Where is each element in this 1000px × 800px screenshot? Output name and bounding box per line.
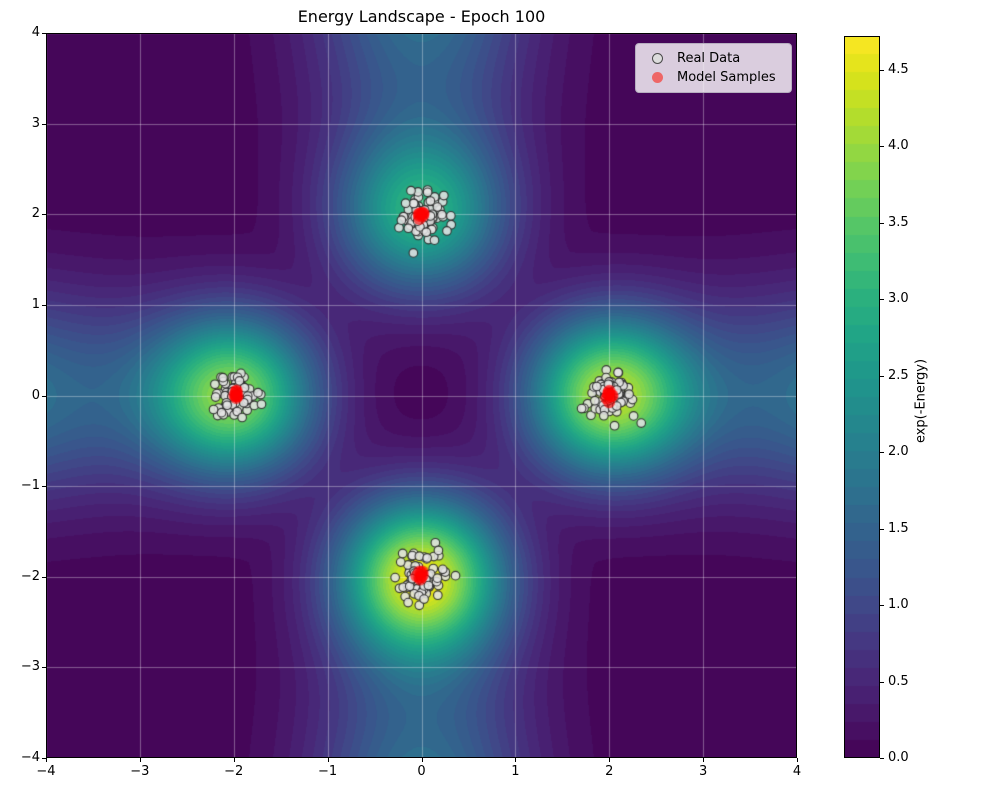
x-tick-label: 2 — [605, 764, 614, 779]
colorbar-tick-label: 1.0 — [888, 597, 909, 613]
real-data-marker-icon — [652, 53, 663, 64]
colorbar-tick-label: 1.5 — [888, 520, 909, 536]
x-tick-label: 3 — [698, 764, 708, 779]
y-tick-mark — [42, 486, 46, 487]
y-tick-label: 1 — [31, 296, 40, 312]
x-tick-mark — [422, 758, 423, 762]
x-tick-label: 4 — [792, 764, 802, 779]
y-tick-label: −4 — [20, 750, 40, 765]
y-tick-mark — [42, 305, 46, 306]
colorbar-tick-mark — [880, 146, 884, 147]
colorbar-tick-label: 3.5 — [888, 214, 909, 230]
x-tick-mark — [609, 758, 610, 762]
y-tick-mark — [42, 396, 46, 397]
colorbar-tick-label: 2.0 — [888, 444, 909, 460]
y-tick-label: 3 — [31, 115, 40, 131]
y-tick-mark — [42, 758, 46, 759]
x-tick-mark — [797, 758, 798, 762]
x-tick-label: 0 — [417, 764, 426, 779]
y-tick-mark — [42, 214, 46, 215]
x-tick-label: −4 — [36, 764, 56, 779]
colorbar-tick-mark — [880, 605, 884, 606]
colorbar-tick-label: 4.5 — [888, 61, 909, 77]
y-tick-mark — [42, 124, 46, 125]
legend-label-real-data: Real Data — [677, 51, 741, 66]
y-tick-mark — [42, 33, 46, 34]
y-tick-label: 4 — [31, 25, 40, 40]
y-tick-label: −2 — [20, 568, 40, 584]
colorbar-tick-mark — [880, 452, 884, 453]
colorbar-tick-label: 2.5 — [888, 367, 909, 383]
y-tick-label: −1 — [20, 478, 40, 494]
colorbar-tick-mark — [880, 758, 884, 759]
x-tick-mark — [140, 758, 141, 762]
x-tick-mark — [234, 758, 235, 762]
colorbar-tick-label: 4.0 — [888, 138, 909, 154]
legend-entry-real-data: Real Data — [644, 49, 783, 68]
x-tick-mark — [515, 758, 516, 762]
legend-entry-model-samples: Model Samples — [644, 68, 783, 87]
x-tick-label: 1 — [511, 764, 520, 779]
x-tick-mark — [328, 758, 329, 762]
x-tick-label: −2 — [224, 764, 244, 779]
colorbar-tick-mark — [880, 223, 884, 224]
model-samples-marker-icon — [652, 72, 663, 83]
x-tick-mark — [46, 758, 47, 762]
legend-label-model-samples: Model Samples — [677, 70, 776, 85]
colorbar-tick-label: 0.0 — [888, 750, 909, 765]
y-tick-mark — [42, 667, 46, 668]
colorbar-tick-label: 3.0 — [888, 291, 909, 307]
y-tick-mark — [42, 577, 46, 578]
x-tick-label: −1 — [318, 764, 338, 779]
x-tick-mark — [703, 758, 704, 762]
colorbar-tick-mark — [880, 299, 884, 300]
chart-title: Energy Landscape - Epoch 100 — [297, 7, 546, 26]
y-tick-label: 2 — [31, 206, 40, 222]
x-tick-label: −3 — [130, 764, 150, 779]
colorbar-tick-mark — [880, 376, 884, 377]
colorbar — [844, 36, 880, 758]
colorbar-tick-label: 0.5 — [888, 673, 909, 689]
colorbar-tick-mark — [880, 529, 884, 530]
legend: Real Data Model Samples — [635, 43, 792, 93]
y-tick-label: 0 — [31, 387, 40, 403]
y-tick-label: −3 — [20, 659, 40, 675]
colorbar-tick-mark — [880, 682, 884, 683]
energy-contour-plot — [46, 33, 797, 758]
colorbar-tick-mark — [880, 70, 884, 71]
